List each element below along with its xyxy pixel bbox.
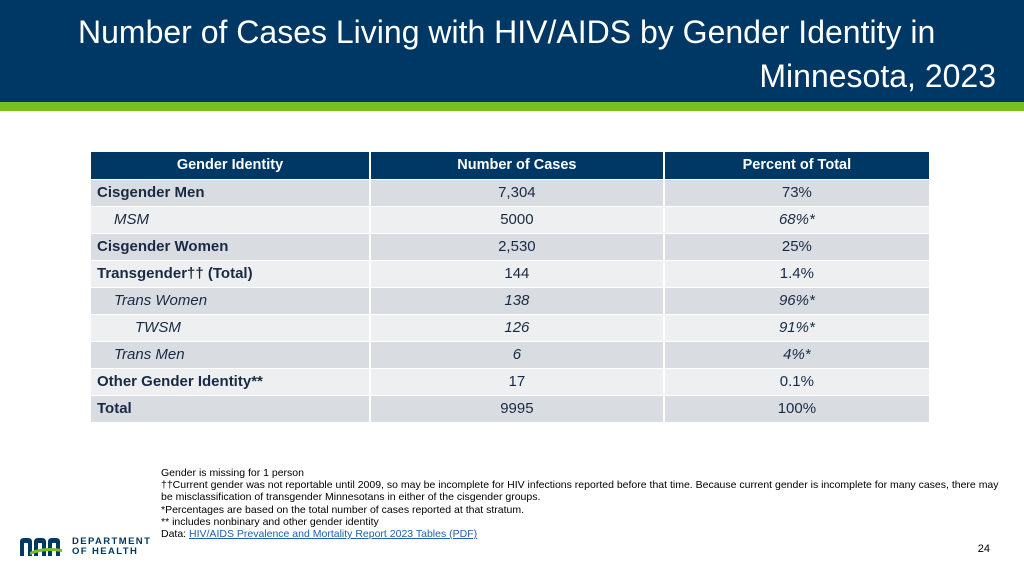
- footnote-percentages: *Percentages are based on the total numb…: [161, 503, 525, 516]
- row-label: Trans Men: [91, 340, 371, 368]
- table-row: Other Gender Identity** 17 0.1%: [91, 367, 929, 395]
- data-source-link[interactable]: HIV/AIDS Prevalence and Mortality Report…: [189, 528, 478, 541]
- table-row: Cisgender Women 2,530 25%: [91, 232, 929, 260]
- footnote-current-gender: ††Current gender was not reportable unti…: [161, 479, 999, 504]
- logo-line2: OF HEALTH: [72, 546, 139, 557]
- row-label: Cisgender Women: [91, 232, 371, 260]
- row-percent: 0.1%: [663, 367, 929, 395]
- accent-bar: [0, 102, 1024, 111]
- header-percent-of-total: Percent of Total: [663, 152, 929, 179]
- row-percent: 91%*: [663, 313, 929, 341]
- footnotes: Gender is missing for 1 person ††Current…: [161, 467, 1001, 540]
- row-percent: 68%*: [663, 205, 929, 233]
- table-row: Cisgender Men 7,304 73%: [91, 178, 929, 206]
- row-cases: 7,304: [370, 178, 665, 206]
- mdh-logo: DEPARTMENT OF HEALTH: [18, 535, 151, 559]
- row-label: Cisgender Men: [91, 178, 371, 206]
- page-number: 24: [977, 543, 990, 555]
- table-row: Transgender†† (Total) 144 1.4%: [91, 259, 929, 287]
- row-percent: 25%: [663, 232, 929, 260]
- table-row: Trans Men 6 4%*: [91, 340, 929, 368]
- slide-title-line1: Number of Cases Living with HIV/AIDS by …: [78, 14, 936, 50]
- row-cases: 9995: [370, 394, 665, 422]
- row-percent: 100%: [663, 394, 929, 422]
- logo-line1: DEPARTMENT: [72, 535, 152, 547]
- data-source-prefix: Data:: [161, 528, 190, 541]
- row-cases: 138: [370, 286, 665, 314]
- table-row: Total 9995 100%: [91, 394, 929, 422]
- table-header-row: Gender Identity Number of Cases Percent …: [91, 152, 929, 179]
- row-cases: 17: [370, 367, 665, 395]
- table-row: TWSM 126 91%*: [91, 313, 929, 341]
- header-gender-identity: Gender Identity: [91, 152, 371, 179]
- row-cases: 2,530: [370, 232, 665, 260]
- row-label: MSM: [91, 205, 371, 233]
- table-row: MSM 5000 68%*: [91, 205, 929, 233]
- row-cases: 6: [370, 340, 665, 368]
- row-label: Other Gender Identity**: [91, 367, 371, 395]
- row-label: TWSM: [91, 313, 371, 341]
- table-row: Trans Women 138 96%*: [91, 286, 929, 314]
- row-percent: 96%*: [663, 286, 929, 314]
- row-label: Total: [91, 394, 371, 422]
- minnesota-logo-icon: [20, 538, 62, 556]
- slide-title: Number of Cases Living with HIV/AIDS by …: [36, 10, 996, 98]
- row-label: Trans Women: [91, 286, 371, 314]
- footnote-missing: Gender is missing for 1 person: [161, 467, 304, 479]
- header-number-of-cases: Number of Cases: [370, 152, 665, 179]
- footnote-data-source: Data: HIV/AIDS Prevalence and Mortality …: [161, 528, 1001, 540]
- logo-wordmark: DEPARTMENT OF HEALTH: [72, 535, 152, 558]
- row-cases: 144: [370, 259, 665, 287]
- row-label: Transgender†† (Total): [91, 259, 371, 287]
- footnote-other-gender: ** includes nonbinary and other gender i…: [161, 515, 379, 528]
- title-banner: [0, 0, 1024, 102]
- row-percent: 4%*: [663, 340, 929, 368]
- row-percent: 1.4%: [663, 259, 929, 287]
- cases-table: Gender Identity Number of Cases Percent …: [91, 152, 929, 422]
- row-percent: 73%: [663, 178, 929, 206]
- row-cases: 5000: [370, 205, 665, 233]
- slide-title-line2: Minnesota, 2023: [759, 58, 996, 94]
- row-cases: 126: [370, 313, 665, 341]
